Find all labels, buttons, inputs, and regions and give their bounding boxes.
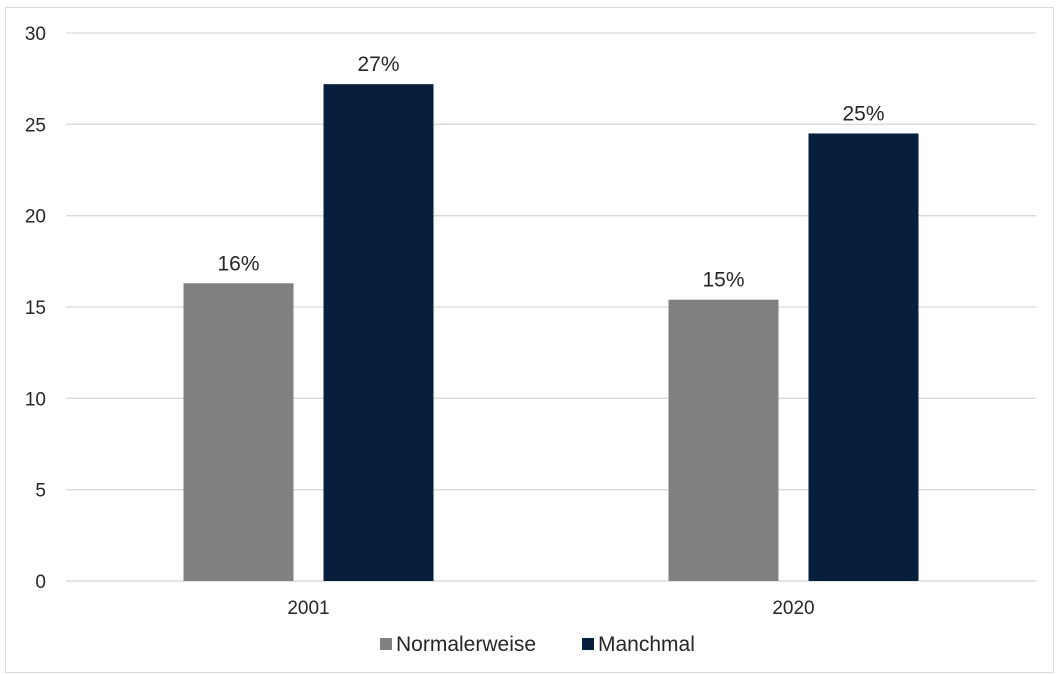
y-tick-label: 15 bbox=[25, 298, 46, 319]
bar-manchmal-2001 bbox=[323, 84, 434, 581]
y-tick-label: 20 bbox=[25, 207, 46, 228]
legend-label-manchmal: Manchmal bbox=[598, 633, 695, 656]
x-axis-ticks: 2001 2020 bbox=[287, 598, 814, 619]
y-axis-ticks: 0 5 10 15 20 25 30 bbox=[25, 24, 46, 593]
legend-swatch-normalerweise bbox=[380, 638, 392, 650]
x-tick-label: 2001 bbox=[287, 598, 329, 619]
x-tick-label: 2020 bbox=[772, 598, 814, 619]
y-tick-label: 10 bbox=[25, 389, 46, 410]
bar-manchmal-2020 bbox=[808, 133, 919, 581]
bar-normalerweise-2001 bbox=[183, 283, 294, 581]
data-label: 16% bbox=[217, 252, 259, 275]
legend-swatch-manchmal bbox=[582, 638, 594, 650]
bars bbox=[183, 84, 919, 581]
y-tick-label: 5 bbox=[35, 481, 46, 502]
y-tick-label: 30 bbox=[25, 24, 46, 45]
data-label: 15% bbox=[702, 269, 744, 292]
data-label: 25% bbox=[842, 102, 884, 125]
y-tick-label: 0 bbox=[35, 572, 46, 593]
legend: Normalerweise Manchmal bbox=[380, 633, 695, 656]
legend-label-normalerweise: Normalerweise bbox=[396, 633, 536, 656]
y-tick-label: 25 bbox=[25, 115, 46, 136]
data-label: 27% bbox=[357, 53, 399, 76]
bar-normalerweise-2020 bbox=[668, 299, 779, 581]
data-labels: 16% 27% 15% 25% bbox=[217, 53, 884, 292]
